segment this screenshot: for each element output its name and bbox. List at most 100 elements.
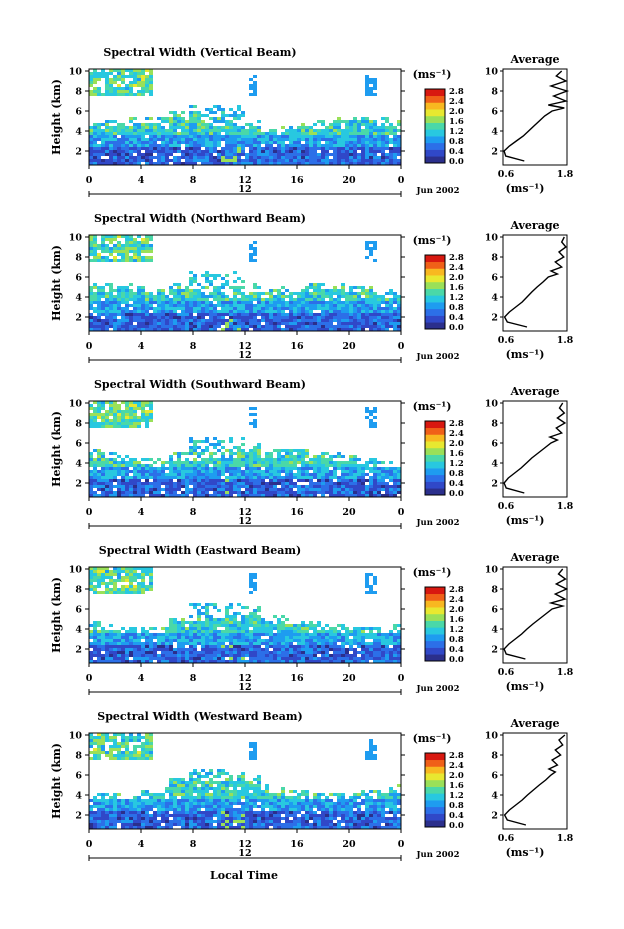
colorbar-swatch — [425, 600, 445, 608]
profile-x-tick-label: 0.6 — [498, 335, 515, 346]
x-tick-label: 16 — [290, 507, 304, 518]
colorbar-swatch — [425, 607, 445, 615]
profile-y-tick-label: 10 — [485, 67, 499, 78]
panel-2: Spectral Width (Southward Beam) 2 4 6 8 10 Hei… — [50, 378, 574, 529]
colorbar-swatch — [425, 102, 445, 110]
colorbar-swatch — [425, 427, 445, 435]
date-label: Jun 2002 — [416, 850, 460, 860]
colorbar-swatch — [425, 474, 445, 482]
date-label: Jun 2002 — [416, 684, 460, 694]
x-tick-label: 0 — [398, 175, 405, 186]
colorbar-swatch — [425, 434, 445, 442]
profile-y-tick-label: 10 — [485, 399, 499, 410]
colorbar-swatch — [425, 488, 445, 496]
colorbar-swatch — [425, 800, 445, 808]
x-tick-label: 8 — [190, 839, 197, 850]
profile-unit: (ms⁻¹) — [506, 348, 545, 361]
panel-title: Spectral Width (Southward Beam) — [94, 378, 306, 391]
profile-unit: (ms⁻¹) — [506, 680, 545, 693]
panel-title: Spectral Width (Westward Beam) — [97, 710, 302, 723]
colorbar-tick-label: 0.8 — [449, 635, 464, 645]
colorbar-swatch — [425, 129, 445, 137]
panel-3: Spectral Width (Eastward Beam) 2 4 6 8 10 Heig… — [50, 544, 574, 695]
y-tick-label: 4 — [75, 293, 82, 304]
profile-y-tick-label: 10 — [485, 731, 499, 742]
y-axis-title: Height (km) — [50, 245, 63, 321]
colorbar-unit: (ms⁻¹) — [413, 400, 452, 413]
x-tick-label: 12 — [238, 175, 251, 186]
date-marker: 12 — [238, 682, 251, 693]
profile-line — [503, 236, 567, 328]
profile-x-tick-label: 1.8 — [557, 169, 574, 180]
x-tick-label: 0 — [398, 507, 405, 518]
colorbar-swatch — [425, 647, 445, 655]
profile-x-tick-label: 0.6 — [498, 667, 515, 678]
colorbar-swatch — [425, 634, 445, 642]
date-marker: 12 — [238, 350, 251, 361]
x-tick-label: 12 — [238, 507, 251, 518]
x-axis-label: Local Time — [210, 869, 278, 882]
colorbar-tick-label: 2.4 — [449, 595, 464, 605]
colorbar-tick-label: 0.4 — [449, 313, 464, 323]
y-tick-label: 8 — [75, 585, 82, 596]
colorbar-swatch — [425, 753, 445, 761]
colorbar-swatch — [425, 89, 445, 97]
profile-frame — [502, 234, 568, 332]
profile-y-tick-label: 6 — [491, 605, 498, 616]
colorbar-swatch — [425, 281, 445, 289]
x-tick-label: 20 — [342, 175, 356, 186]
colorbar-swatch — [425, 806, 445, 814]
colorbar-tick-label: 2.0 — [449, 273, 464, 283]
colorbar-tick-label: 1.6 — [449, 449, 464, 459]
y-tick-label: 10 — [69, 399, 83, 410]
profile-y-tick-label: 8 — [491, 87, 498, 98]
colorbar-tick-label: 0.4 — [449, 479, 464, 489]
colorbar-swatch — [425, 156, 445, 164]
colorbar-swatch — [425, 779, 445, 787]
colorbar-tick-label: 0.0 — [449, 323, 464, 333]
profile-line — [503, 568, 569, 660]
y-tick-label: 2 — [75, 147, 82, 158]
x-tick-label: 8 — [190, 673, 197, 684]
colorbar-tick-label: 1.6 — [449, 283, 464, 293]
colorbar-swatch — [425, 773, 445, 781]
colorbar-swatch — [425, 441, 445, 449]
colorbar-frame — [424, 254, 446, 330]
y-tick-label: 10 — [69, 731, 83, 742]
heatmap-cells — [89, 235, 401, 331]
x-tick-label: 12 — [238, 839, 251, 850]
y-tick-label: 8 — [75, 87, 82, 98]
x-tick-label: 20 — [342, 673, 356, 684]
colorbar-tick-label: 1.2 — [449, 293, 464, 303]
profile-x-tick-label: 0.6 — [498, 169, 515, 180]
colorbar-swatch — [425, 275, 445, 283]
y-tick-label: 6 — [75, 107, 82, 118]
profile-y-tick-label: 6 — [491, 107, 498, 118]
profile-line — [503, 402, 567, 494]
colorbar-swatch — [425, 447, 445, 455]
colorbar-swatch — [425, 654, 445, 662]
colorbar-tick-label: 1.2 — [449, 459, 464, 469]
x-tick-label: 8 — [190, 507, 197, 518]
colorbar-tick-label: 0.8 — [449, 801, 464, 811]
colorbar-unit: (ms⁻¹) — [413, 566, 452, 579]
x-tick-label: 16 — [290, 673, 304, 684]
colorbar-tick-label: 2.4 — [449, 263, 464, 273]
profile-y-tick-label: 2 — [491, 811, 498, 822]
heatmap-cells — [89, 401, 401, 497]
colorbar-swatch — [425, 766, 445, 774]
x-tick-label: 4 — [138, 341, 145, 352]
colorbar-swatch — [425, 109, 445, 117]
profile-unit: (ms⁻¹) — [506, 846, 545, 859]
profile-x-tick-label: 1.8 — [557, 667, 574, 678]
panel-0: Spectral Width (Vertical Beam) 2 4 6 8 10 Heig… — [50, 46, 574, 197]
colorbar-tick-label: 1.6 — [449, 615, 464, 625]
profile-y-tick-label: 4 — [491, 625, 498, 636]
profile-x-tick-label: 0.6 — [498, 833, 515, 844]
profile-title: Average — [509, 53, 559, 66]
colorbar-tick-label: 2.8 — [449, 751, 464, 761]
heatmap-cells — [89, 69, 401, 165]
profile-frame — [502, 566, 568, 664]
heatmap-cells — [89, 567, 401, 663]
